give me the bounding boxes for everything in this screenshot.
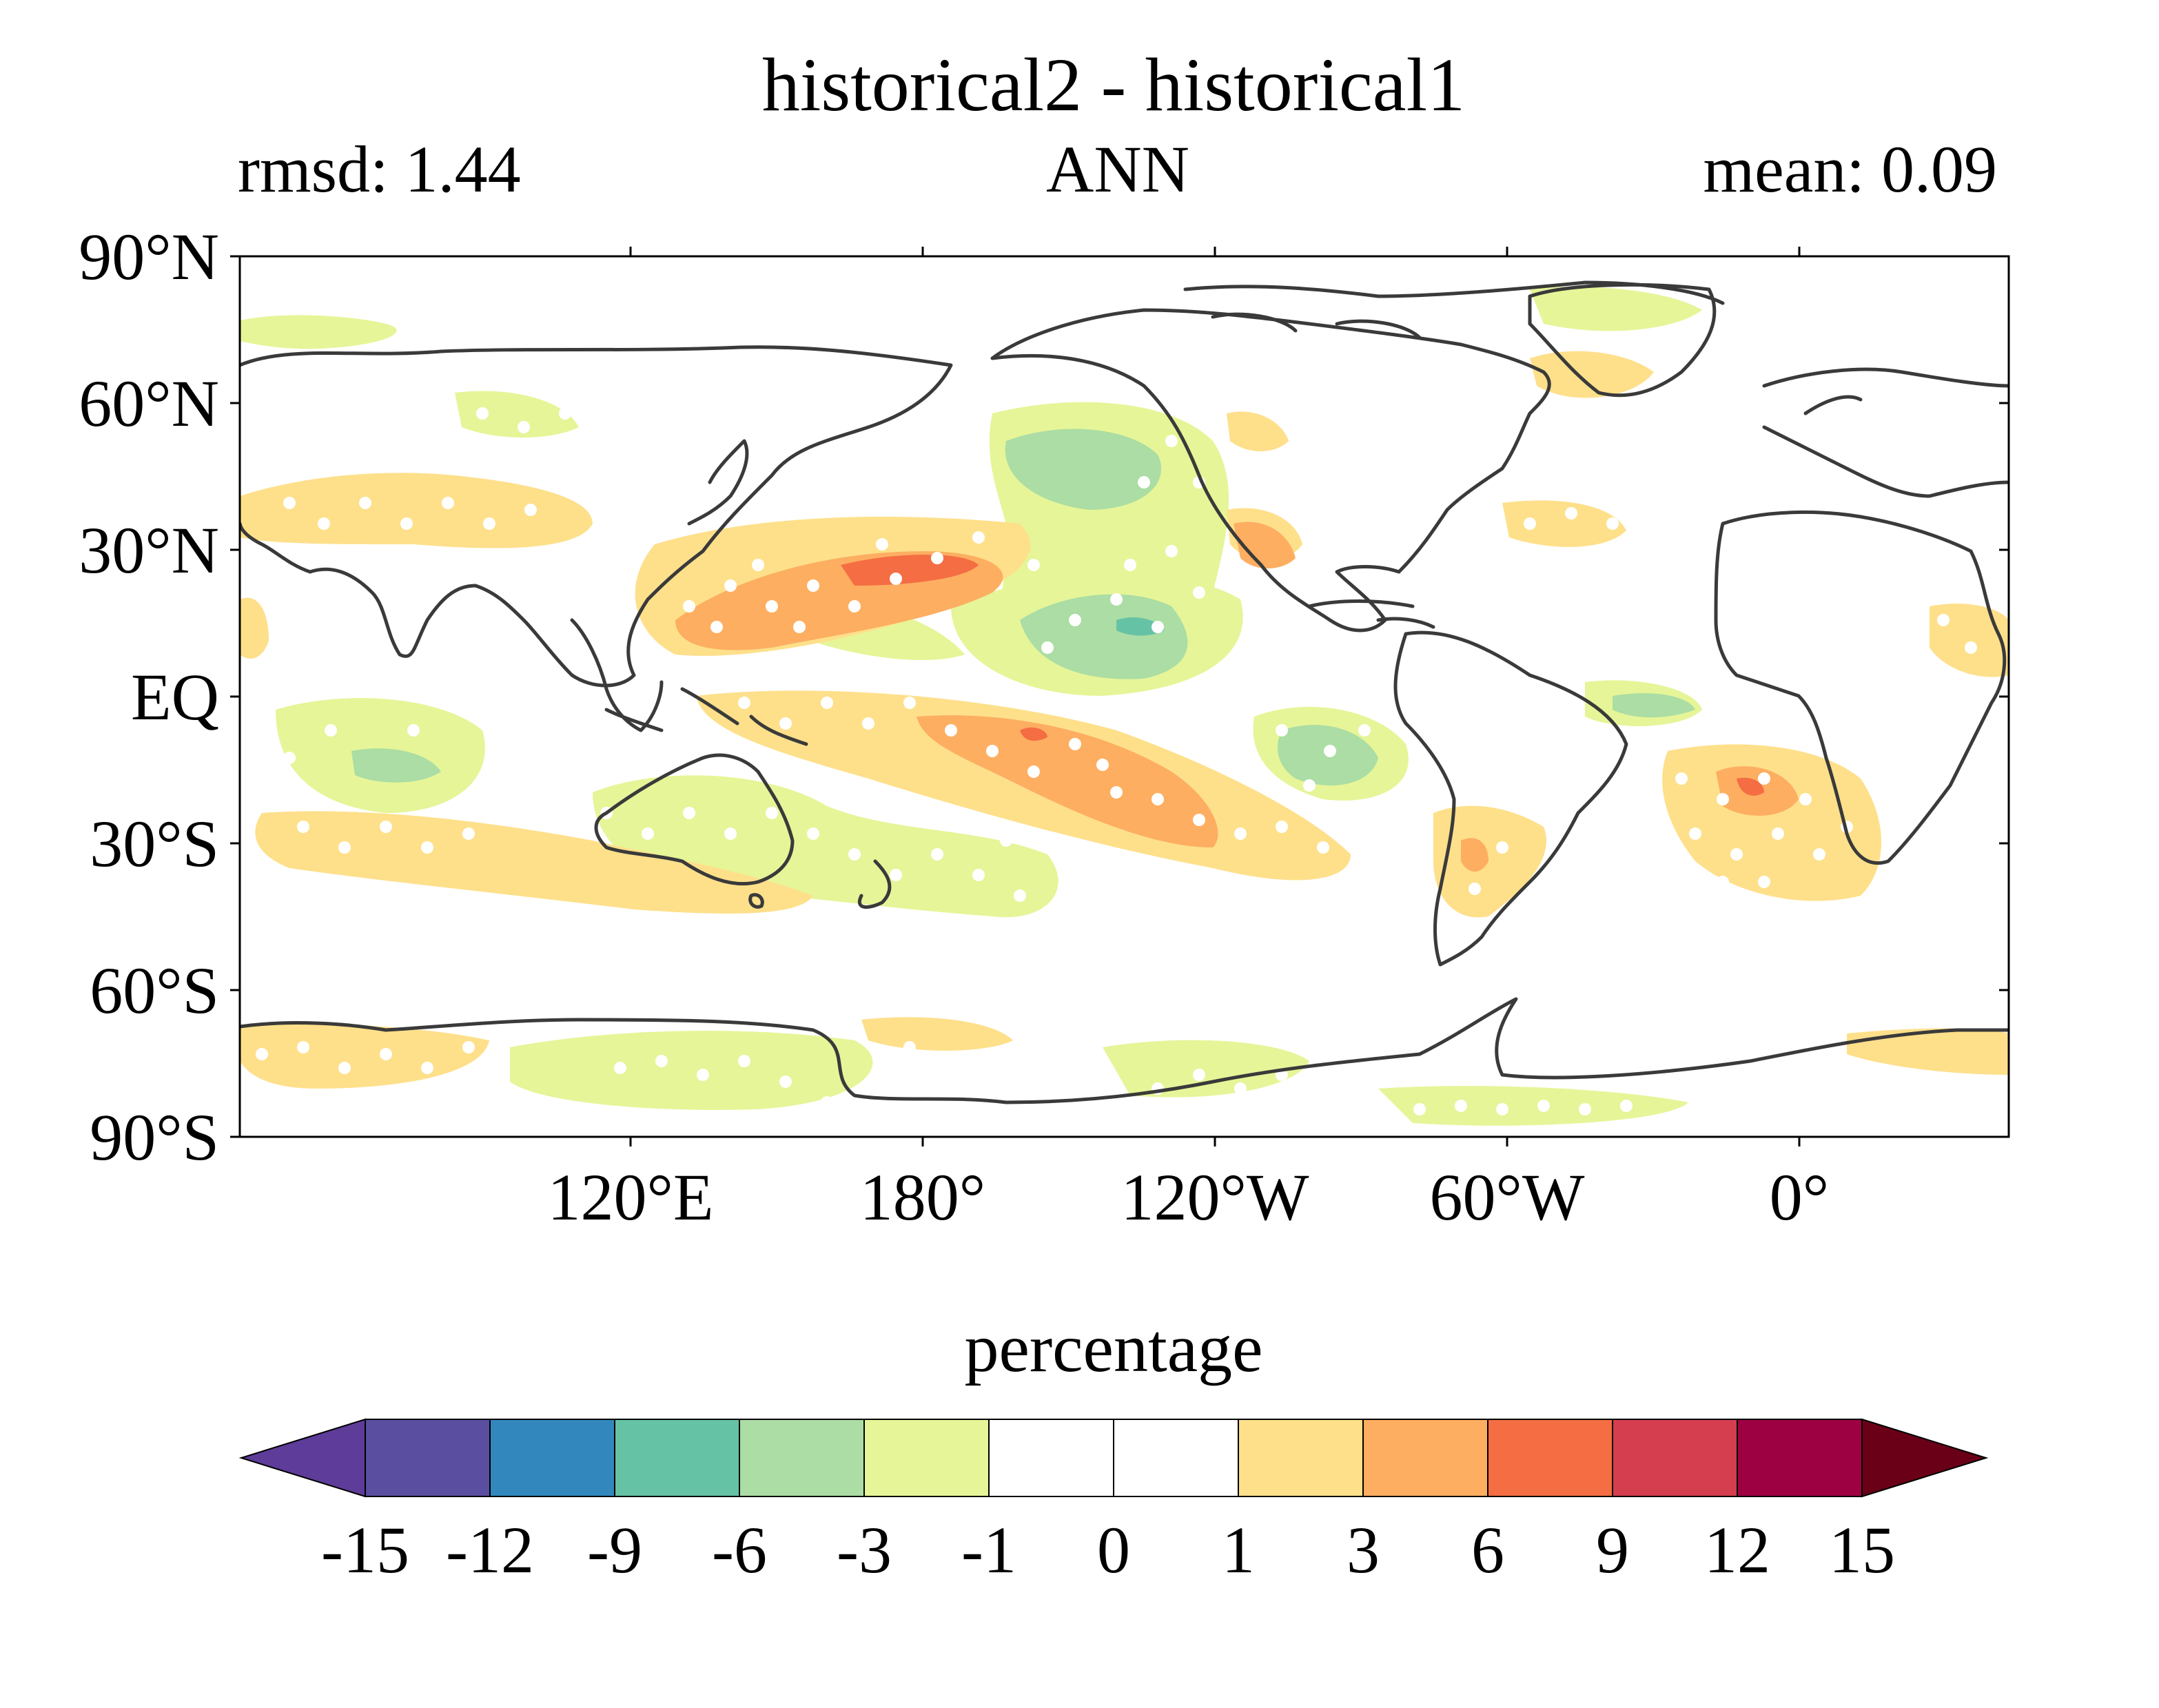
figure-title: historical2 - historical1 [762,43,1465,127]
field-patch [1234,522,1296,568]
lat-tick-label: 90°N [79,220,219,294]
colorbar-tick-label: -12 [446,1513,534,1587]
field-patch [861,1017,1013,1051]
coastline-antarctica [240,997,2009,1104]
field-patch [1461,838,1488,872]
lon-tick-label: 0° [1770,1160,1829,1234]
field-patch [1530,351,1654,398]
lat-tick-label: EQ [131,660,219,734]
coastline-north-america [990,308,1551,632]
field-patch [1930,604,2009,677]
colorbar-extend-low [238,1418,366,1498]
colorbar-label: percentage [964,1310,1262,1386]
colorbar-tick-label: -3 [837,1513,892,1587]
field-patch [1227,411,1289,451]
colorbar-tick-label: 9 [1596,1513,1629,1587]
map-area [240,256,2009,1137]
colorbar-swatch [988,1419,1114,1497]
coastline-africa [1714,510,2007,865]
lon-axis [629,247,1801,1146]
field-patch [1378,1086,1688,1126]
colorbar-swatch [489,1419,615,1497]
field-patch [1020,594,1188,679]
coastline-europe [1762,367,2009,498]
field-patch [1116,617,1165,636]
field-patch [1020,727,1047,741]
field-patch [1103,1040,1309,1098]
lat-tick-label: 60°S [90,954,219,1027]
colorbar-tick-label: 3 [1347,1513,1380,1587]
coastline-new-zealand [857,859,892,909]
field-patch [1662,744,1881,901]
coastline-indochina [570,618,664,732]
field-patch [510,1031,873,1110]
significance-stippling [256,393,1977,1115]
colorbar-tick-label: 1 [1222,1513,1255,1587]
lat-tick-label: 90°S [90,1100,219,1174]
lat-tick-label: 30°S [90,807,219,881]
field-patch [455,391,579,438]
colorbar-tick-label: -6 [712,1513,767,1587]
field-patch [240,473,593,548]
lon-tick-label: 120°W [1121,1160,1309,1234]
colorbar-swatch [1238,1419,1364,1497]
field-patch [1005,429,1162,510]
colorbar-swatch [1362,1419,1488,1497]
lon-tick-label: 120°E [547,1160,713,1234]
colorbar [238,1418,1989,1498]
rmsd-label: rmsd: 1.44 [238,132,521,206]
colorbar-swatch [739,1419,865,1497]
coastline-maritime-islands [604,687,808,746]
colorbar-tick-label: 0 [1097,1513,1130,1587]
field-patch [351,748,441,783]
colorbar-tick-label: 15 [1829,1513,1895,1587]
colorbar-swatch [1612,1419,1738,1497]
coastline-greenland [1528,282,1717,398]
colorbar-tick-label: 6 [1471,1513,1504,1587]
lat-axis [230,255,2009,1138]
coastline-japan [687,439,749,526]
field-patch [1433,805,1546,918]
lat-tick-label: 60°N [79,367,219,440]
colorbar-tick-label: -9 [587,1513,642,1587]
coastline-australia [594,753,795,886]
field-patch [1847,1028,2009,1075]
lon-tick-label: 60°W [1430,1160,1585,1234]
anomaly-field [240,287,2009,1126]
coastlines [240,280,2009,1104]
field-patch [1613,693,1695,718]
coastline-asia [240,345,953,688]
colorbar-tick-label: -1 [961,1513,1016,1587]
field-patch [1530,287,1702,331]
colorbar-swatch [1113,1419,1239,1497]
coastline-tasmania [748,893,764,909]
colorbar-extend-high [1861,1418,1989,1498]
coastline-caribbean [1307,599,1435,629]
map-background [240,256,2009,1137]
colorbar-tick-label: 12 [1704,1513,1770,1587]
coastline-south-america [1393,630,1628,967]
colorbar-swatch [1487,1419,1613,1497]
field-patch [1502,500,1626,547]
colorbar-swatch [614,1419,740,1497]
colorbar-tick-label: -15 [321,1513,409,1587]
colorbar-swatch [1737,1419,1863,1497]
mean-label: mean: 0.09 [1703,132,1997,206]
lat-tick-label: 30°N [79,513,219,587]
field-patch [240,315,397,349]
colorbar-swatch [365,1419,491,1497]
field-patch [841,555,979,586]
field-patch [255,811,813,914]
field-patch [1737,777,1764,796]
field-patch [240,597,269,659]
colorbar-swatch [863,1419,990,1497]
season-label: ANN [1046,132,1189,206]
lon-tick-label: 180° [860,1160,985,1234]
